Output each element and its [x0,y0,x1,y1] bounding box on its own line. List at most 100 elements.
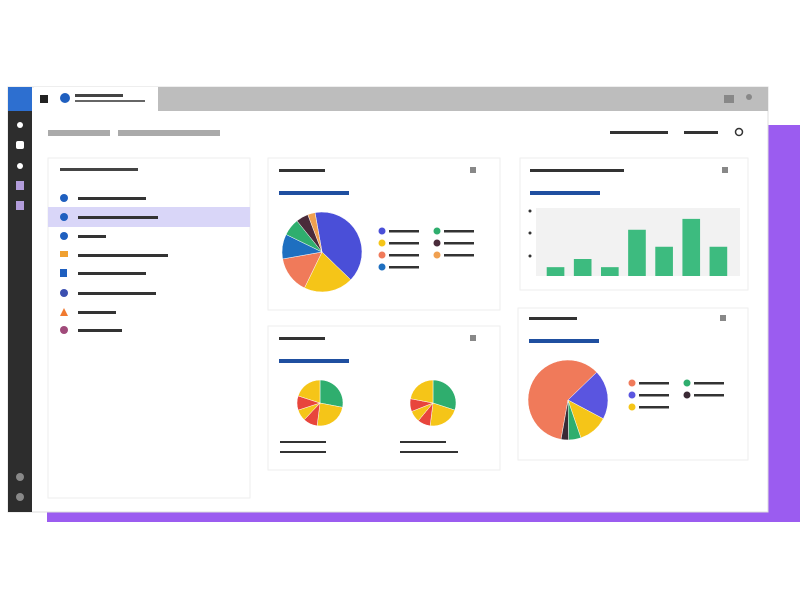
edit-icon[interactable] [470,167,476,173]
item-label[interactable] [78,235,106,238]
caption [280,451,326,453]
legend-swatch [378,239,386,247]
panel-title [60,168,138,171]
item-label[interactable] [78,272,146,275]
item-icon [60,269,67,277]
card-title [530,169,624,172]
tab-label [75,100,145,102]
card-title [279,337,325,340]
legend-label [389,242,419,245]
pie-slice [410,379,434,404]
edit-icon[interactable] [722,167,728,173]
legend-swatch [378,227,386,235]
sidebar [8,87,32,512]
item-icon [60,213,68,221]
tab-icon [60,93,70,103]
bar [546,267,565,276]
legend-label [639,406,669,409]
legend-swatch [683,379,691,387]
legend-label [389,254,419,257]
pie-slice [560,399,569,441]
card-title [529,317,577,320]
edit-icon[interactable] [470,335,476,341]
bar [709,246,728,276]
legend-swatch [628,403,636,411]
legend-swatch [433,227,441,235]
tab-label [75,94,123,97]
home-icon[interactable] [40,95,48,103]
axis-dot [528,209,532,213]
legend-swatch [433,239,441,247]
sidebar-icons [16,122,24,501]
list-items [60,194,168,334]
toolbar-link[interactable] [610,131,668,134]
bar [655,246,673,276]
legend-label [444,230,474,233]
item-icon [60,232,68,240]
pie-slice [527,359,598,440]
pie-slice [567,371,609,420]
breadcrumb [48,130,110,136]
nav-icon[interactable] [16,141,24,149]
item-label[interactable] [78,329,122,332]
legend-label [694,382,724,385]
nav-icon[interactable] [17,163,23,169]
item-label[interactable] [78,311,116,314]
pie-slice [432,379,457,411]
bar [628,229,646,276]
legend-label [444,242,474,245]
help-icon[interactable] [16,493,24,501]
toolbar-link[interactable] [684,131,718,134]
sidebar-logo[interactable] [8,87,32,111]
settings-icon[interactable] [16,473,24,481]
axis-dot [528,231,532,235]
pie-slice [307,212,323,253]
pie-slice [319,379,344,408]
item-icon [60,308,68,316]
item-label[interactable] [78,216,158,219]
cards [267,157,749,471]
pie-slice [314,211,363,281]
item-icon [60,289,68,297]
card-subtitle [279,359,349,363]
search-icon[interactable] [17,122,23,128]
card-subtitle [279,191,349,195]
user-icon[interactable] [746,94,752,100]
caption [400,441,446,443]
item-label[interactable] [78,292,156,295]
caption [280,441,326,443]
item-icon [60,194,68,202]
title-bar [158,87,768,111]
legend-swatch [378,251,386,259]
bar [601,267,619,276]
nav-icon[interactable] [16,201,24,210]
caption [400,451,458,453]
bar [573,259,592,276]
item-label[interactable] [78,197,146,200]
card-subtitle [529,339,599,343]
legend-swatch [433,251,441,259]
card-title [279,169,325,172]
legend-label [639,382,669,385]
bar [682,218,701,276]
edit-icon[interactable] [720,315,726,321]
legend-swatch [628,379,636,387]
tab[interactable] [34,87,158,111]
legend-swatch [628,391,636,399]
pie-slice [297,379,321,404]
window-icon[interactable] [724,95,734,103]
refresh-icon[interactable] [734,127,744,137]
legend-label [639,394,669,397]
legend-label [694,394,724,397]
legend-label [444,254,474,257]
legend-swatch [683,391,691,399]
legend-label [389,230,419,233]
nav-icon[interactable] [16,181,24,190]
pie-slice [304,251,352,293]
card-subtitle [530,191,600,195]
legend-label [389,266,419,269]
item-icon [60,326,68,334]
item-icon [60,251,68,257]
item-label[interactable] [78,254,168,257]
